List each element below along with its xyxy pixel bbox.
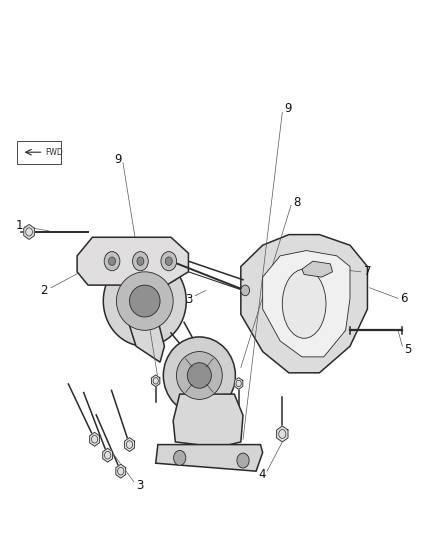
Polygon shape [125, 301, 164, 362]
Polygon shape [263, 251, 350, 357]
Polygon shape [152, 375, 160, 386]
Text: 9: 9 [284, 102, 292, 115]
Polygon shape [277, 426, 288, 442]
Text: 9: 9 [114, 152, 121, 166]
Text: 7: 7 [364, 265, 371, 278]
Ellipse shape [117, 272, 173, 330]
Polygon shape [116, 464, 126, 478]
Text: 2: 2 [41, 284, 48, 297]
Polygon shape [124, 438, 134, 451]
Ellipse shape [187, 363, 212, 388]
Text: 5: 5 [404, 343, 411, 356]
Polygon shape [24, 224, 34, 239]
Ellipse shape [103, 256, 186, 346]
Polygon shape [302, 261, 332, 277]
Text: 3: 3 [136, 479, 143, 492]
Circle shape [165, 257, 172, 265]
Circle shape [137, 257, 144, 265]
Ellipse shape [163, 337, 235, 414]
Text: 3: 3 [186, 293, 193, 306]
Polygon shape [241, 235, 367, 373]
Circle shape [241, 285, 250, 296]
Text: 6: 6 [400, 292, 408, 305]
Text: FWD: FWD [46, 148, 63, 157]
Polygon shape [155, 445, 263, 471]
Polygon shape [173, 394, 243, 447]
Text: 4: 4 [258, 469, 265, 481]
Circle shape [104, 252, 120, 271]
Ellipse shape [130, 285, 160, 317]
Polygon shape [103, 448, 113, 462]
Circle shape [161, 252, 177, 271]
Polygon shape [77, 237, 188, 285]
Polygon shape [234, 377, 243, 389]
Circle shape [109, 257, 116, 265]
Circle shape [173, 450, 186, 465]
Polygon shape [90, 432, 99, 446]
Ellipse shape [283, 269, 326, 338]
Circle shape [237, 453, 249, 468]
Ellipse shape [177, 352, 222, 399]
Circle shape [133, 252, 148, 271]
Text: 8: 8 [293, 196, 300, 209]
Text: 1: 1 [16, 219, 24, 231]
